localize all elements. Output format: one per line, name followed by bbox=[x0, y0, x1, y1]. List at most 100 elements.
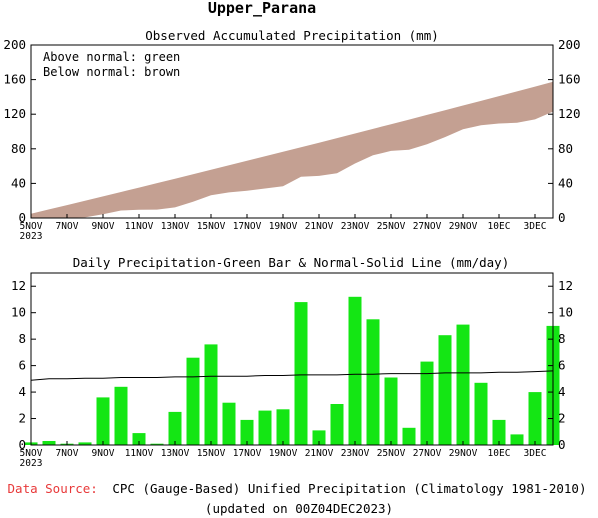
daily-normal-line bbox=[30, 370, 554, 381]
daily-xtick-label: 10EC bbox=[488, 448, 511, 459]
daily-ytick-label-right: 2 bbox=[558, 411, 566, 426]
accumulated-ytick-label-right: 200 bbox=[558, 37, 581, 52]
accumulated-ytick-label-left: 80 bbox=[11, 141, 26, 156]
daily-ytick-label-right: 4 bbox=[558, 384, 566, 399]
daily-ytick-label-left: 2 bbox=[18, 411, 26, 426]
daily-ytick-label-left: 8 bbox=[18, 331, 26, 346]
accumulated-frame bbox=[30, 44, 554, 219]
daily-precip-bar bbox=[78, 442, 92, 445]
accumulated-ytick-label-right: 160 bbox=[558, 72, 581, 87]
daily-ytick-label-left: 6 bbox=[18, 358, 26, 373]
data-source-line: Data Source: CPC (Gauge-Based) Unified P… bbox=[8, 481, 587, 496]
daily-precip-bar bbox=[384, 377, 398, 445]
accumulated-ytick-label-right: 0 bbox=[558, 210, 566, 225]
accumulated-xtick-label: 7NOV bbox=[56, 221, 79, 232]
region-title: Upper_Parana bbox=[208, 0, 316, 17]
accumulated-xtick-label: 25NOV bbox=[377, 221, 406, 232]
accumulated-plot-area bbox=[31, 81, 553, 218]
accumulated-xtick-label: 27NOV bbox=[413, 221, 442, 232]
daily-precip-bar bbox=[186, 357, 200, 445]
daily-precip-bar bbox=[168, 411, 182, 445]
daily-precip-bar bbox=[528, 392, 542, 445]
data-source-label: Data Source: bbox=[8, 481, 98, 496]
updated-note: (updated on 00Z04DEC2023) bbox=[205, 501, 393, 516]
accumulated-xtick-label: 19NOV bbox=[269, 221, 298, 232]
daily-axes: 0 0 2 2 4 4 6 6 8 8 10 10 12 12 5NOV 7NOV 9NOV 11NOV 13NOV… bbox=[11, 278, 573, 469]
daily-ytick-label-right: 12 bbox=[558, 278, 573, 293]
daily-precip-bar bbox=[114, 386, 128, 445]
accumulated-xtick-label: 17NOV bbox=[233, 221, 262, 232]
accumulated-xtick-label: 13NOV bbox=[161, 221, 190, 232]
accumulated-xtick-label: 11NOV bbox=[125, 221, 154, 232]
accumulated-xtick-label: 3DEC bbox=[524, 221, 547, 232]
daily-frame bbox=[30, 272, 554, 446]
daily-xtick-label: 7NOV bbox=[56, 448, 79, 459]
daily-precip-bar bbox=[348, 296, 362, 445]
daily-title: Daily Precipitation-Green Bar & Normal-S… bbox=[73, 255, 510, 270]
daily-ytick-label-left: 12 bbox=[11, 278, 26, 293]
daily-precip-bar bbox=[222, 402, 236, 445]
daily-xtick-label: 23NOV bbox=[341, 448, 370, 459]
daily-xtick-label: 5NOV bbox=[20, 448, 43, 459]
daily-xtick-label: 27NOV bbox=[413, 448, 442, 459]
below-normal-area bbox=[31, 81, 553, 218]
accumulated-xtick-label: 10EC bbox=[488, 221, 511, 232]
accumulated-xtick-label: 29NOV bbox=[449, 221, 478, 232]
daily-xtick-label: 21NOV bbox=[305, 448, 334, 459]
daily-xtick-year: 2023 bbox=[20, 458, 43, 469]
accumulated-xtick-label: 9NOV bbox=[92, 221, 115, 232]
daily-xtick-label: 13NOV bbox=[161, 448, 190, 459]
daily-ytick-label-left: 10 bbox=[11, 305, 26, 320]
daily-precip-bar bbox=[438, 335, 452, 445]
accumulated-xtick-label: 15NOV bbox=[197, 221, 226, 232]
accumulated-title: Observed Accumulated Precipitation (mm) bbox=[145, 28, 439, 43]
daily-precip-bar bbox=[510, 434, 524, 445]
daily-precip-bar bbox=[204, 344, 218, 445]
daily-precip-bar bbox=[402, 427, 416, 445]
accumulated-xtick-label: 21NOV bbox=[305, 221, 334, 232]
daily-precip-bar bbox=[294, 302, 308, 445]
accumulated-xtick-year: 2023 bbox=[20, 231, 43, 242]
accumulated-ytick-label-left: 0 bbox=[18, 210, 26, 225]
daily-precip-bar bbox=[312, 430, 326, 445]
accumulated-panel: Observed Accumulated Precipitation (mm) … bbox=[3, 28, 580, 242]
accumulated-ytick-label-right: 40 bbox=[558, 175, 573, 190]
daily-ytick-label-right: 8 bbox=[558, 331, 566, 346]
daily-xtick-label: 29NOV bbox=[449, 448, 478, 459]
accumulated-ytick-label-right: 80 bbox=[558, 141, 573, 156]
accumulated-axes: 0 0 40 40 80 80 120 120 160 160 200 200 5NOV 7NOV 9NOV… bbox=[3, 37, 580, 242]
daily-precip-bar bbox=[96, 397, 110, 445]
legend-above-normal: Above normal: green bbox=[43, 50, 180, 64]
daily-precip-bar bbox=[132, 433, 146, 445]
accumulated-ytick-label-left: 40 bbox=[11, 175, 26, 190]
accumulated-ytick-label-left: 200 bbox=[3, 37, 26, 52]
data-source-text: CPC (Gauge-Based) Unified Precipitation … bbox=[112, 481, 586, 496]
daily-precip-bar bbox=[474, 382, 488, 445]
daily-plot-area bbox=[24, 296, 560, 445]
daily-xtick-label: 3DEC bbox=[524, 448, 547, 459]
daily-xtick-label: 11NOV bbox=[125, 448, 154, 459]
daily-xtick-label: 19NOV bbox=[269, 448, 298, 459]
daily-ytick-label-left: 4 bbox=[18, 384, 26, 399]
daily-precip-bar bbox=[456, 324, 470, 445]
daily-precip-bar bbox=[42, 441, 56, 445]
daily-xtick-label: 15NOV bbox=[197, 448, 226, 459]
daily-xtick-label: 9NOV bbox=[92, 448, 115, 459]
daily-xtick-label: 25NOV bbox=[377, 448, 406, 459]
accumulated-ytick-label-right: 120 bbox=[558, 106, 581, 121]
accumulated-xtick-label: 23NOV bbox=[341, 221, 370, 232]
daily-precip-bar bbox=[366, 319, 380, 445]
daily-ytick-label-left: 0 bbox=[18, 437, 26, 452]
daily-precip-bar bbox=[420, 361, 434, 445]
daily-ytick-label-right: 0 bbox=[558, 437, 566, 452]
daily-xtick-label: 17NOV bbox=[233, 448, 262, 459]
daily-precip-bar bbox=[492, 419, 506, 445]
daily-ytick-label-right: 10 bbox=[558, 305, 573, 320]
legend-below-normal: Below normal: brown bbox=[43, 65, 180, 79]
daily-precip-bar bbox=[276, 409, 290, 445]
daily-ytick-label-right: 6 bbox=[558, 358, 566, 373]
daily-panel: Daily Precipitation-Green Bar & Normal-S… bbox=[11, 255, 573, 469]
accumulated-ytick-label-left: 120 bbox=[3, 106, 26, 121]
daily-precip-bar bbox=[330, 404, 344, 445]
